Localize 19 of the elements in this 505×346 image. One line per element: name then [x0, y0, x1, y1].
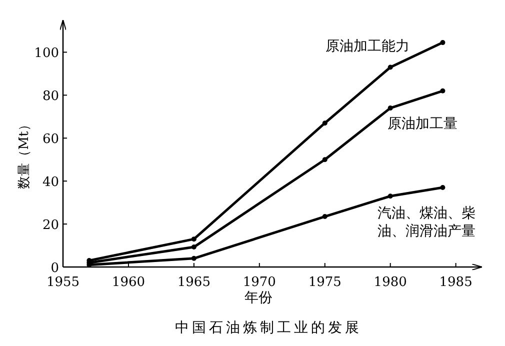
y-tick-label: 80: [42, 89, 59, 104]
y-tick-label: 20: [42, 218, 59, 234]
y-tick-label: 60: [42, 132, 59, 148]
x-tick-label: 1985: [439, 275, 472, 290]
x-tick-label: 1965: [177, 275, 210, 290]
x-tick-label: 1980: [374, 275, 407, 290]
y-tick-label: 0: [50, 261, 59, 276]
y-axis-title: 数量（Mt）: [17, 118, 32, 189]
x-tick-label: 1960: [112, 275, 146, 290]
x-tick-label: 1970: [242, 275, 276, 290]
series-label: 原油加工量: [388, 116, 458, 132]
x-axis-title: 年份: [244, 290, 272, 306]
series-label: 原油加工能力: [326, 38, 410, 55]
x-tick-label: 1955: [46, 275, 80, 290]
text: 中国石油炼制工业的发展: [175, 320, 362, 336]
y-tick-label: 40: [42, 175, 59, 190]
y-tick-label: 100: [34, 46, 59, 62]
series-label: 汽油、煤油、柴油、润滑油产量: [378, 206, 476, 240]
x-tick-label: 1975: [308, 275, 342, 290]
